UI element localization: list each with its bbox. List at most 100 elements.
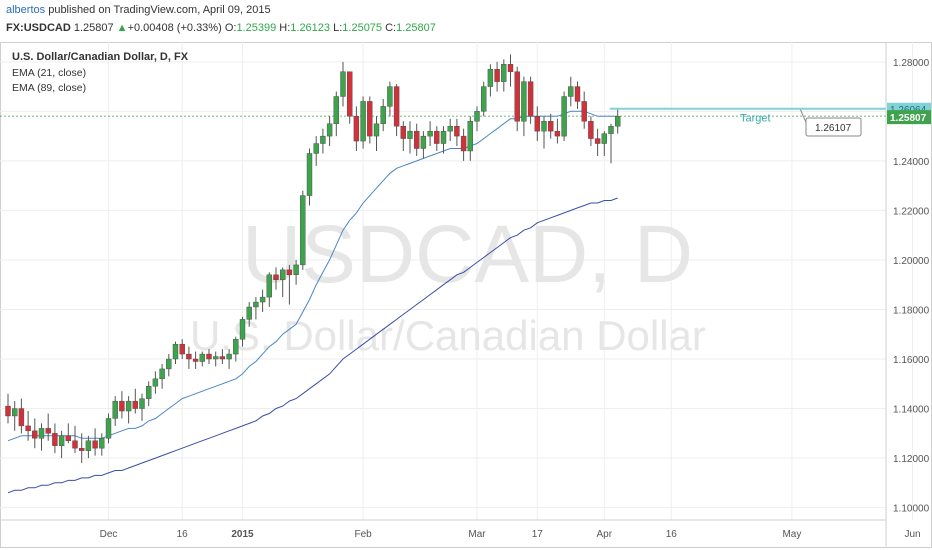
candle-up [467, 121, 473, 152]
candle-down [393, 86, 400, 127]
candles [5, 54, 621, 464]
candle-up [253, 301, 259, 308]
legend-ema21: EMA (21, close) [12, 67, 86, 79]
candle-up [380, 106, 386, 124]
candle-down [548, 121, 554, 132]
candle-down [65, 435, 72, 441]
legend-ema89: EMA (89, close) [12, 82, 86, 94]
chart-legend: U.S. Dollar/Canadian Dollar, D, FX EMA (… [12, 51, 189, 94]
symbol-label: FX:USDCAD [6, 22, 71, 34]
y-tick-label: 1.24000 [893, 157, 930, 168]
candle-up [313, 143, 319, 154]
x-tick-label: Mar [468, 529, 486, 540]
candle-up [99, 438, 105, 449]
candle-up [420, 135, 427, 149]
candle-up [280, 269, 286, 280]
candle-down [186, 353, 192, 360]
y-tick-label: 1.18000 [893, 305, 930, 316]
y-tick-label: 1.16000 [893, 355, 930, 366]
candle-down [206, 353, 212, 360]
candle-up [447, 126, 453, 132]
candle-up [300, 195, 306, 266]
price-chart[interactable]: USDCAD, D U.S. Dollar/Canadian Dollar Ta… [0, 40, 932, 550]
x-tick-label: Feb [354, 529, 372, 540]
candle-up [521, 81, 527, 122]
candle-up [125, 400, 132, 412]
x-tick-label: 16 [177, 529, 189, 540]
candle-up [568, 86, 574, 97]
y-tick-label: 1.28000 [893, 58, 930, 69]
x-tick-label: Jun [904, 529, 920, 540]
candle-up [152, 378, 159, 387]
watermark-symbol: USDCAD, D [242, 209, 693, 300]
candle-up [487, 69, 494, 87]
candle-down [92, 440, 98, 449]
candle-down [574, 86, 581, 102]
candle-up [326, 123, 333, 137]
candle-down [454, 126, 460, 137]
candle-up [112, 400, 118, 419]
candle-up [233, 339, 239, 355]
candle-up [360, 101, 366, 142]
low-value: 1.25075 [342, 22, 383, 34]
candle-up [373, 123, 380, 137]
candle-down [460, 135, 467, 152]
y-tick-label: 1.12000 [893, 454, 930, 465]
open-label: O: [224, 22, 237, 34]
price-axis[interactable]: 1.280001.260001.240001.220001.200001.180… [885, 42, 931, 548]
candle-up [541, 121, 547, 132]
candle-up [601, 133, 607, 144]
callout-value: 1.26107 [815, 123, 852, 134]
candle-up [226, 353, 232, 360]
x-tick-label: Apr [597, 529, 613, 540]
candle-up [172, 343, 179, 360]
candle-up [239, 319, 246, 340]
candle-up [320, 135, 326, 144]
last-price: 1.25807 [73, 22, 114, 34]
high-value: 1.26123 [290, 22, 331, 34]
x-tick-label: Dec [100, 529, 118, 540]
candle-down [353, 116, 360, 142]
candle-up [561, 96, 567, 137]
x-tick-label: 16 [666, 529, 678, 540]
close-label: C: [385, 22, 397, 34]
candle-up [306, 153, 313, 196]
high-label: H: [279, 22, 291, 34]
publish-header: albertos published on TradingView.com, A… [0, 0, 932, 40]
close-value: 1.25807 [396, 22, 436, 34]
candle-up [259, 296, 266, 303]
y-tick-label: 1.10000 [893, 504, 930, 515]
candle-down [219, 356, 226, 360]
candle-down [414, 130, 420, 149]
candle-down [192, 358, 199, 362]
candle-up [105, 418, 112, 439]
candle-up [246, 306, 252, 320]
watermark-name: U.S. Dollar/Canadian Dollar [190, 312, 706, 359]
candle-up [212, 356, 219, 360]
x-tick-label: 17 [532, 529, 544, 540]
candle-down [400, 126, 406, 139]
candle-up [293, 264, 299, 276]
candle-down [554, 130, 561, 137]
candle-down [132, 400, 139, 409]
time-axis[interactable]: Dec 16 2015 Feb Mar 17 Apr 16 May Jun [0, 519, 921, 540]
candle-down [5, 405, 11, 417]
candle-up [11, 408, 18, 417]
author-link[interactable]: albertos [6, 4, 46, 16]
candle-up [427, 130, 433, 137]
candle-up [340, 71, 346, 97]
candle-down [273, 274, 279, 280]
candle-down [534, 116, 540, 132]
candle-up [501, 64, 507, 82]
publish-line: albertos published on TradingView.com, A… [6, 4, 271, 16]
candle-down [179, 343, 185, 355]
candle-down [367, 101, 373, 137]
candle-down [581, 101, 587, 122]
target-annotation[interactable]: Target 1.26107 [609, 107, 886, 137]
candle-up [387, 86, 393, 107]
candle-down [527, 81, 534, 117]
candle-up [199, 353, 206, 362]
candle-down [594, 138, 601, 144]
target-label: Target [740, 113, 771, 125]
candle-down [514, 71, 520, 122]
